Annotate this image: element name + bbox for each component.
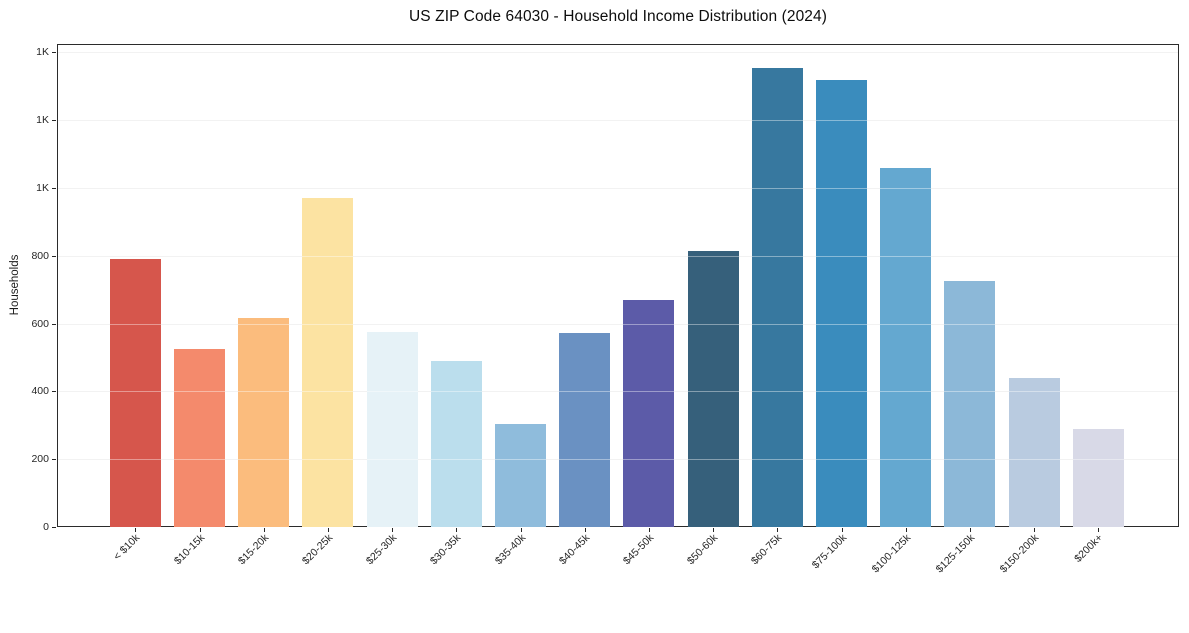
x-tick-mark [135, 528, 136, 532]
x-tick-mark [521, 528, 522, 532]
gridline-overlay [58, 188, 1178, 189]
y-tick-label: 600 [31, 318, 49, 330]
bar [1072, 428, 1124, 527]
x-tick-mark [777, 528, 778, 532]
bar [174, 349, 225, 527]
x-tick-mark [970, 528, 971, 532]
x-tick-mark [906, 528, 907, 532]
x-tick-mark [264, 528, 265, 532]
figure: US ZIP Code 64030 - Household Income Dis… [9, 8, 1179, 576]
gridline-overlay [58, 120, 1178, 121]
bar [109, 259, 161, 527]
y-tick-label: 400 [31, 385, 49, 397]
gridline-overlay [58, 324, 1178, 325]
bar [623, 299, 675, 527]
y-tick-mark [52, 188, 56, 189]
y-tick-mark [52, 459, 56, 460]
x-tick-mark [328, 528, 329, 532]
x-tick-mark [585, 528, 586, 532]
gridline [58, 256, 1178, 257]
x-tick-mark [392, 528, 393, 532]
bar [302, 198, 354, 527]
x-tick-mark [649, 528, 650, 532]
y-tick-mark [52, 324, 56, 325]
y-tick-label: 800 [31, 250, 49, 262]
gridline [58, 459, 1178, 460]
bar [559, 332, 611, 527]
bar [495, 423, 546, 527]
y-tick-label: 200 [31, 453, 49, 465]
x-tick-mark [1098, 528, 1099, 532]
gridline [58, 52, 1178, 53]
y-tick-mark [52, 527, 56, 528]
bar [944, 281, 996, 527]
bar [238, 317, 290, 527]
y-tick-mark [52, 52, 56, 53]
x-tick-mark [200, 528, 201, 532]
y-tick-mark [52, 120, 56, 121]
y-tick-mark [52, 391, 56, 392]
bar [687, 250, 739, 527]
gridline-overlay [58, 256, 1178, 257]
gridline-overlay [58, 52, 1178, 53]
x-tick-mark [456, 528, 457, 532]
bar [880, 167, 932, 527]
y-tick-label: 1K [36, 182, 49, 194]
bar [430, 360, 482, 527]
gridline [58, 324, 1178, 325]
y-tick-label: 0 [43, 521, 49, 533]
gridline-overlay [58, 459, 1178, 460]
y-tick-label: 1K [36, 114, 49, 126]
x-tick-mark [713, 528, 714, 532]
x-tick-mark [842, 528, 843, 532]
bar [1008, 377, 1060, 527]
x-tick-mark [1034, 528, 1035, 532]
chart-title: US ZIP Code 64030 - Household Income Dis… [408, 8, 827, 25]
y-tick-mark [52, 256, 56, 257]
gridline [58, 188, 1178, 189]
bar [751, 67, 803, 527]
gridline [58, 391, 1178, 392]
y-tick-label: 1K [36, 46, 49, 58]
y-axis-label: Households [9, 254, 21, 316]
gridline [58, 120, 1178, 121]
bar [366, 332, 418, 527]
bar [816, 79, 867, 527]
gridline-overlay [58, 391, 1178, 392]
